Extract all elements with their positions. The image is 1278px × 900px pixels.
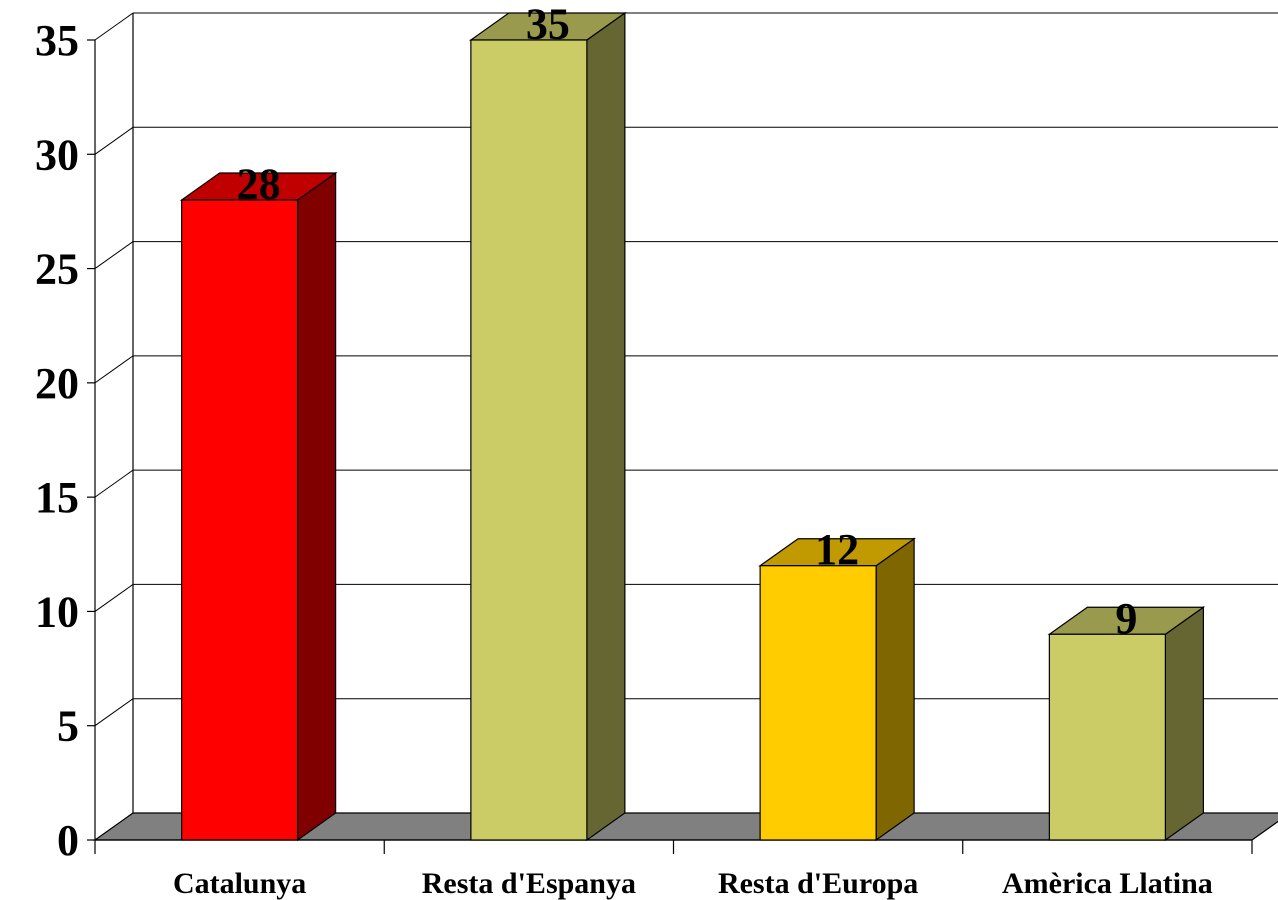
side-gridline-20: [94, 355, 134, 384]
bar-front-2: [759, 565, 877, 841]
side-gridline-25: [94, 241, 134, 269]
x-tick-label-3: Amèrica Llatina: [1002, 867, 1213, 900]
y-tick-label: 10: [35, 587, 79, 636]
y-tick-label: 15: [35, 473, 79, 522]
bars: [179, 11, 1206, 842]
bar-front-0: [181, 199, 299, 841]
side-gridline-10: [94, 584, 134, 612]
data-label-1: 35: [526, 0, 570, 49]
y-tick-label: 25: [35, 245, 79, 294]
bar-front-1: [470, 39, 588, 841]
bar-1: [468, 11, 627, 842]
x-tick-label-1: Resta d'Espanya: [422, 867, 636, 900]
side-gridline-30: [94, 126, 134, 155]
y-tick-label: 30: [35, 130, 79, 179]
side-gridline-35: [94, 12, 134, 41]
y-tick-label: 0: [57, 816, 79, 865]
bar-2: [758, 537, 917, 842]
bar-3: [1047, 606, 1206, 842]
y-tick-label: 20: [35, 359, 79, 408]
bar-side-0: [297, 171, 337, 842]
side-gridline-5: [94, 698, 134, 727]
side-gridline-15: [94, 469, 134, 498]
x-tick-label-2: Resta d'Europa: [718, 867, 918, 900]
x-tick-label-0: Catalunya: [173, 867, 306, 900]
bar-side-2: [875, 537, 915, 842]
data-label-3: 9: [1115, 594, 1137, 643]
bar-side-1: [586, 11, 626, 842]
y-tick-label: 35: [35, 16, 79, 65]
y-tick-labels: 0 5 10 15 20 25 30 35: [35, 16, 79, 865]
data-labels: 28 35 12 9: [237, 0, 1138, 643]
x-tick-labels: Catalunya Resta d'Espanya Resta d'Europa Am…: [173, 867, 1213, 900]
bar-0: [179, 171, 338, 842]
bar-side-3: [1164, 606, 1204, 842]
y-tick-label: 5: [57, 702, 79, 751]
bar-front-3: [1048, 633, 1166, 841]
data-label-2: 12: [815, 525, 859, 574]
data-label-0: 28: [237, 160, 281, 209]
